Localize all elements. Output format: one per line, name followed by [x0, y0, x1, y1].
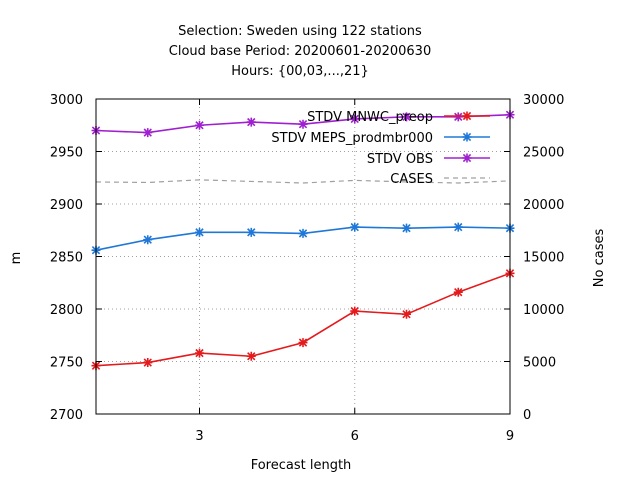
legend-marker	[462, 111, 472, 121]
grid	[96, 99, 510, 414]
legend: STDV MNWC_preop STDV MEPS_prodmbr000 STDV …	[271, 110, 490, 187]
data-point	[246, 351, 256, 361]
data-point	[402, 223, 411, 233]
title-line-3: Hours: {00,03,...,21}	[231, 64, 369, 79]
y2-tick-label: 10000	[523, 303, 564, 318]
x-axis-label: Forecast length	[251, 458, 352, 473]
data-point	[143, 235, 153, 245]
data-point	[350, 222, 360, 232]
y2-axis-label: No cases	[592, 229, 607, 288]
y2-tick-label: 25000	[523, 146, 564, 161]
data-point	[246, 117, 256, 127]
legend-label: STDV OBS	[367, 152, 433, 167]
data-point	[298, 228, 308, 238]
series-3	[95, 179, 511, 184]
y-tick-label: 2850	[50, 251, 83, 266]
title-line-2: Cloud base Period: 20200601-20200630	[169, 44, 431, 59]
y-axis-label: m	[9, 252, 24, 265]
data-point	[195, 120, 204, 130]
y-tick-label: 2950	[50, 146, 83, 161]
ticks: 3 6 92700275028002850290029503000050001000…	[50, 93, 564, 444]
data-point	[195, 227, 204, 237]
data-point	[453, 222, 463, 232]
series-line	[95, 179, 511, 184]
y-tick-label: 3000	[50, 93, 83, 108]
chart-title: Selection: Sweden using 122 stations Clou…	[169, 24, 431, 79]
data-point	[143, 358, 153, 368]
y2-tick-label: 0	[523, 408, 531, 423]
y2-tick-label: 15000	[523, 251, 564, 266]
y-tick-label: 2700	[50, 408, 83, 423]
x-tick-label: 6	[351, 429, 359, 444]
y-tick-label: 2750	[50, 356, 83, 371]
data-point	[453, 287, 463, 297]
x-tick-label: 9	[506, 429, 514, 444]
data-point	[298, 119, 308, 129]
data-point	[195, 348, 204, 358]
y-tick-label: 2800	[50, 303, 83, 318]
data-point	[143, 128, 153, 138]
plot-frame	[95, 98, 511, 415]
legend-marker	[462, 132, 472, 142]
series-layer	[91, 110, 515, 371]
data-point	[350, 306, 360, 316]
series-1	[91, 222, 515, 255]
y2-tick-label: 20000	[523, 198, 564, 213]
data-point	[350, 114, 360, 124]
data-point	[298, 338, 308, 348]
series-line	[95, 272, 511, 367]
y2-tick-label: 5000	[523, 356, 556, 371]
legend-label: CASES	[390, 172, 433, 187]
x-tick-label: 3	[195, 429, 203, 444]
legend-label: STDV MEPS_prodmbr000	[271, 131, 433, 146]
data-point	[453, 112, 463, 122]
y2-tick-label: 30000	[523, 93, 564, 108]
data-point	[246, 227, 256, 237]
series-0	[91, 268, 515, 371]
legend-label: STDV MNWC_preop	[307, 110, 433, 125]
data-point	[402, 309, 411, 319]
y-tick-label: 2900	[50, 198, 83, 213]
title-line-1: Selection: Sweden using 122 stations	[178, 24, 422, 39]
data-point	[402, 112, 411, 122]
legend-marker	[462, 153, 472, 163]
